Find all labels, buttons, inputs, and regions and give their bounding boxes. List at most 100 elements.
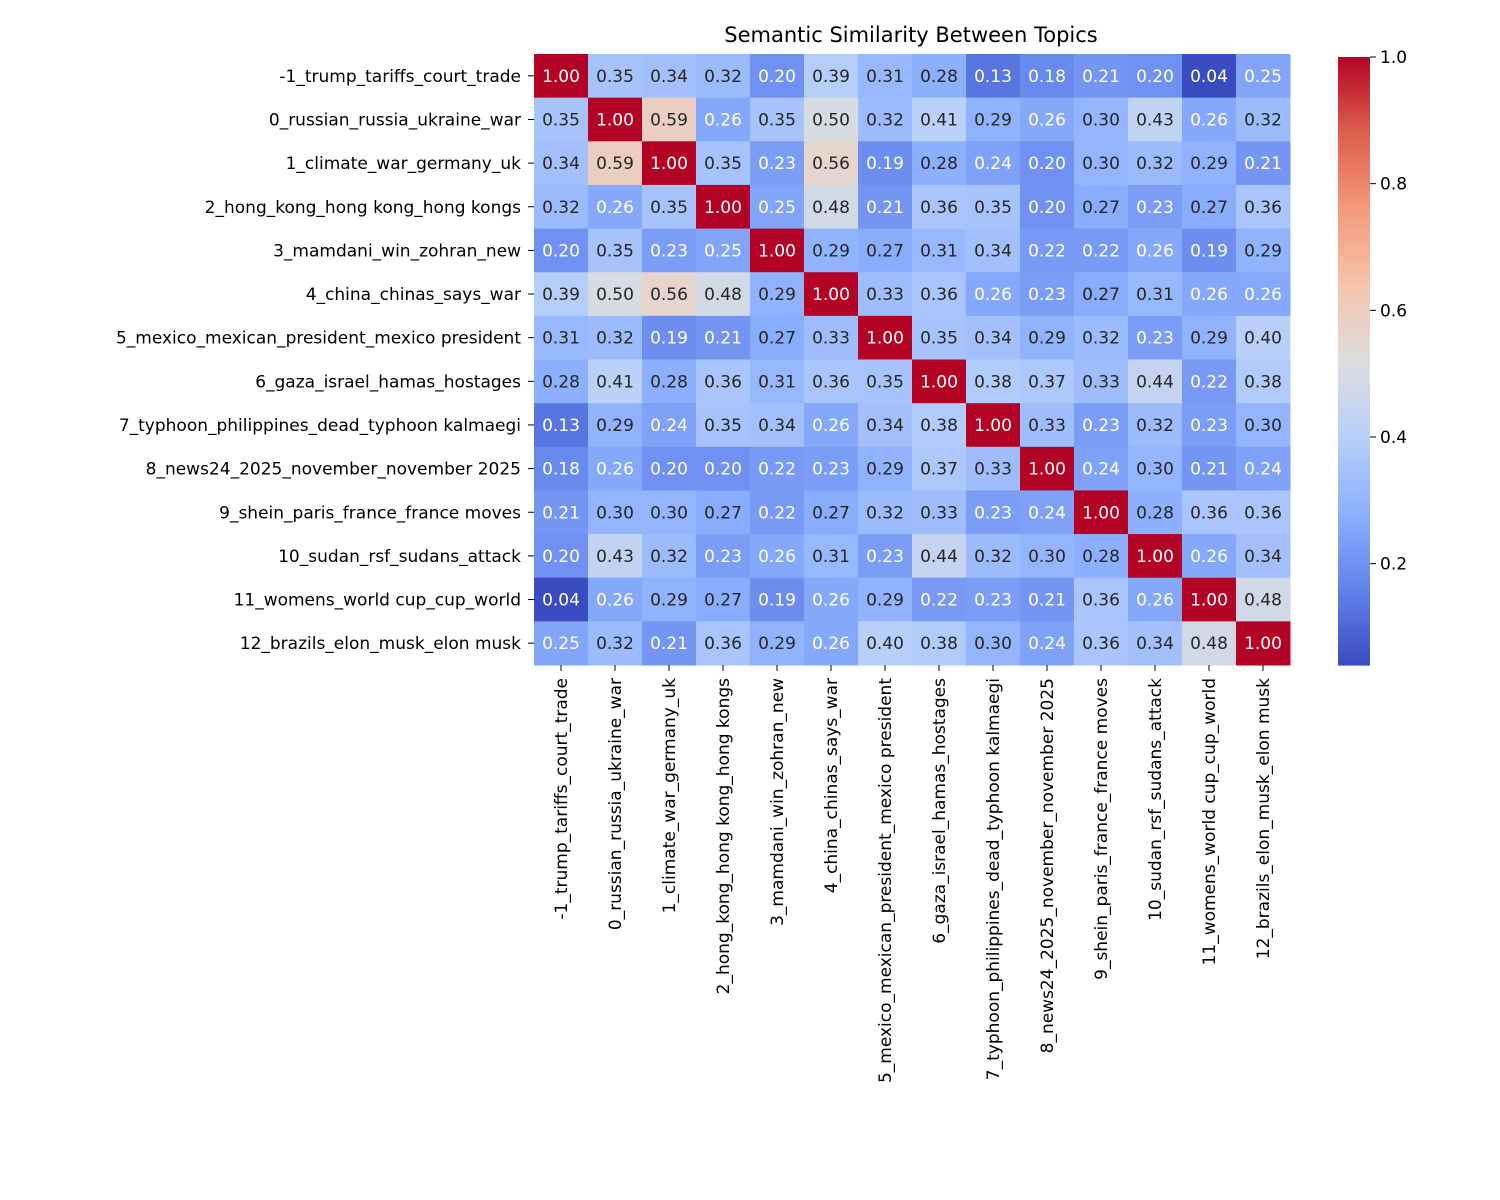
colorbar-segment bbox=[1338, 178, 1370, 183]
colorbar-segment bbox=[1338, 649, 1370, 654]
colorbar-segment bbox=[1338, 446, 1370, 450]
colorbar-segment bbox=[1338, 625, 1370, 630]
cell-value-label: 0.21 bbox=[704, 329, 742, 349]
colorbar: 0.2 0.4 0.6 0.8 1.0 bbox=[1338, 48, 1407, 666]
cell-value-label: 0.35 bbox=[758, 110, 796, 130]
heatmap-cell bbox=[534, 54, 589, 99]
cell-value-label: 0.59 bbox=[596, 154, 634, 174]
cell-value-label: 0.32 bbox=[1082, 329, 1120, 349]
colorbar-segment bbox=[1338, 607, 1370, 611]
heatmap-cell bbox=[966, 228, 1021, 273]
colorbar-segment bbox=[1338, 181, 1370, 186]
colorbar-segment bbox=[1338, 601, 1370, 605]
heatmap-cell bbox=[696, 534, 751, 579]
cell-value-label: 0.23 bbox=[1136, 198, 1174, 218]
colorbar-segment bbox=[1338, 105, 1370, 110]
cell-value-label: 0.39 bbox=[812, 67, 850, 87]
colorbar-segment bbox=[1338, 236, 1370, 240]
x-tick-label: -1_trump_tariffs_court_trade bbox=[552, 678, 572, 920]
cell-value-label: 0.36 bbox=[1190, 503, 1228, 523]
colorbar-segment bbox=[1338, 321, 1370, 326]
heatmap-cell bbox=[804, 577, 859, 622]
cell-value-label: 0.26 bbox=[1190, 110, 1228, 130]
colorbar-tick-label: 0.6 bbox=[1380, 301, 1407, 321]
colorbar-tick-label: 0.8 bbox=[1380, 175, 1407, 195]
heatmap-cell bbox=[534, 315, 589, 360]
cell-value-label: 1.00 bbox=[650, 154, 688, 174]
heatmap-cell bbox=[804, 446, 859, 491]
heatmap-cell bbox=[1236, 272, 1291, 317]
heatmap-cell bbox=[1020, 403, 1075, 448]
heatmap-cell bbox=[642, 359, 697, 404]
heatmap-cell bbox=[1182, 577, 1237, 622]
cell-value-label: 0.20 bbox=[542, 241, 580, 261]
heatmap-cell bbox=[912, 359, 967, 404]
colorbar-segment bbox=[1338, 585, 1370, 590]
cell-value-label: 0.28 bbox=[920, 67, 958, 87]
heatmap-cell bbox=[1182, 228, 1237, 273]
colorbar-segment bbox=[1338, 367, 1370, 371]
cell-value-label: 0.21 bbox=[650, 634, 688, 654]
y-tick-label: 7_typhoon_philippines_dead_typhoon kalma… bbox=[119, 416, 521, 436]
cell-value-label: 0.22 bbox=[1190, 372, 1228, 392]
cell-value-label: 0.43 bbox=[1136, 110, 1174, 130]
colorbar-tick-label: 0.2 bbox=[1380, 555, 1407, 575]
colorbar-segment bbox=[1338, 604, 1370, 608]
colorbar-segment bbox=[1338, 294, 1370, 298]
colorbar-segment bbox=[1338, 221, 1370, 225]
heatmap-cell bbox=[804, 534, 859, 579]
colorbar-segment bbox=[1338, 63, 1370, 67]
heatmap-cell bbox=[1236, 141, 1291, 186]
colorbar-segment bbox=[1338, 619, 1370, 624]
heatmap-cell bbox=[588, 577, 643, 622]
colorbar-segment bbox=[1338, 528, 1370, 532]
heatmap-cell bbox=[858, 97, 913, 142]
colorbar-segment bbox=[1338, 218, 1370, 222]
cell-value-label: 1.00 bbox=[704, 198, 742, 218]
colorbar-segment bbox=[1338, 327, 1370, 332]
colorbar-segment bbox=[1338, 427, 1370, 432]
colorbar-segment bbox=[1338, 382, 1370, 386]
cell-value-label: 0.26 bbox=[812, 416, 850, 436]
colorbar-segment bbox=[1338, 224, 1370, 228]
colorbar-segment bbox=[1338, 163, 1370, 168]
colorbar-segment bbox=[1338, 479, 1370, 484]
cell-value-label: 0.35 bbox=[596, 241, 634, 261]
heatmap-cell bbox=[588, 54, 643, 99]
cell-value-label: 0.25 bbox=[1244, 67, 1282, 87]
heatmap-cell bbox=[1236, 577, 1291, 622]
heatmap-cell bbox=[1020, 184, 1075, 230]
cell-value-label: 0.37 bbox=[920, 460, 958, 480]
colorbar-segment bbox=[1338, 348, 1370, 353]
cell-value-label: 0.24 bbox=[974, 154, 1012, 174]
colorbar-segment bbox=[1338, 111, 1370, 116]
heatmap-cell bbox=[966, 403, 1021, 448]
cell-value-label: 0.26 bbox=[1136, 241, 1174, 261]
colorbar-segment bbox=[1338, 300, 1370, 304]
cell-value-label: 0.29 bbox=[758, 285, 796, 305]
colorbar-segment bbox=[1338, 215, 1370, 219]
colorbar-segment bbox=[1338, 123, 1370, 128]
heatmap-cell bbox=[804, 490, 859, 535]
colorbar-segment bbox=[1338, 376, 1370, 380]
heatmap-cell bbox=[534, 184, 589, 230]
colorbar-segment bbox=[1338, 458, 1370, 462]
heatmap-cell bbox=[1236, 490, 1291, 535]
colorbar-segment bbox=[1338, 84, 1370, 88]
cell-value-label: 0.48 bbox=[812, 198, 850, 218]
cell-value-label: 0.38 bbox=[920, 634, 958, 654]
cell-value-label: 0.19 bbox=[866, 154, 904, 174]
colorbar-segment bbox=[1338, 443, 1370, 447]
colorbar-segment bbox=[1338, 126, 1370, 131]
cell-value-label: 0.35 bbox=[920, 329, 958, 349]
x-tick-label: 2_hong_kong_hong kong_hong kongs bbox=[714, 678, 734, 994]
cell-value-label: 0.22 bbox=[1082, 241, 1120, 261]
y-tick-label: 2_hong_kong_hong kong_hong kongs bbox=[205, 198, 521, 218]
heatmap-cell bbox=[696, 97, 751, 142]
heatmap-cell bbox=[534, 97, 589, 142]
heatmap-cell bbox=[966, 534, 1021, 579]
colorbar-segment bbox=[1338, 57, 1370, 61]
heatmap-cell bbox=[588, 272, 643, 317]
heatmap-cell bbox=[1182, 97, 1237, 142]
heatmap-cell bbox=[804, 315, 859, 360]
